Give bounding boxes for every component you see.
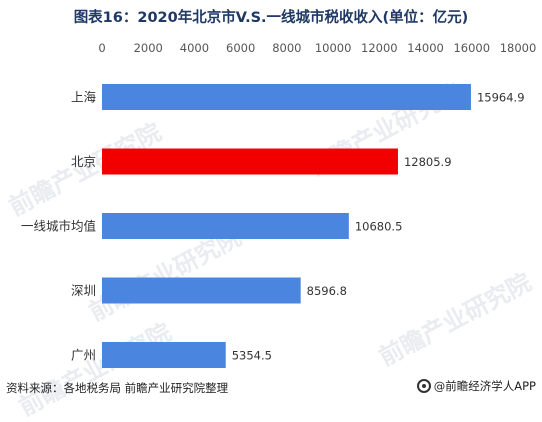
value-label: 8596.8 xyxy=(307,284,347,298)
brand-text: @前瞻经济学人APP xyxy=(433,379,536,393)
x-tick-label: 8000 xyxy=(272,41,301,55)
bar xyxy=(102,84,471,110)
category-label: 上海 xyxy=(71,90,97,105)
category-label: 深圳 xyxy=(71,283,96,298)
circle-logo-icon xyxy=(416,379,431,393)
value-label: 10680.5 xyxy=(355,220,403,234)
value-label: 5354.5 xyxy=(232,349,272,363)
bar xyxy=(102,342,226,368)
category-label: 北京 xyxy=(71,154,96,169)
brand-credit: @前瞻经济学人APP xyxy=(416,378,536,394)
x-tick-label: 6000 xyxy=(226,41,255,55)
category-label: 广州 xyxy=(71,348,96,363)
x-tick-label: 16000 xyxy=(453,41,490,55)
bar xyxy=(102,148,398,175)
x-axis-ticks: 0 2000 4000 6000 8000 10000 12000 14000 16000 180… xyxy=(98,41,536,55)
x-tick-label: 12000 xyxy=(361,41,398,55)
value-labels: 15964.9 12805.9 10680.5 8596.8 5354.5 xyxy=(232,91,525,363)
source-note: 资料来源：各地税务局 前瞻产业研究院整理 xyxy=(6,381,229,395)
value-label: 12805.9 xyxy=(404,155,452,169)
x-tick-label: 0 xyxy=(98,41,105,55)
x-tick-label: 4000 xyxy=(180,41,209,55)
category-label: 一线城市均值 xyxy=(21,219,96,234)
x-tick-label: 14000 xyxy=(407,41,444,55)
bars xyxy=(102,84,471,368)
x-tick-label: 18000 xyxy=(500,41,537,55)
bar-chart: 0 2000 4000 6000 8000 10000 12000 14000 16000 180… xyxy=(21,41,536,368)
bar xyxy=(102,213,349,239)
chart-title: 图表16：2020年北京市V.S.一线城市税收收入(单位：亿元) xyxy=(73,10,469,26)
bar xyxy=(102,277,301,304)
x-tick-label: 2000 xyxy=(134,41,163,55)
value-label: 15964.9 xyxy=(477,91,525,105)
x-tick-label: 10000 xyxy=(315,41,352,55)
